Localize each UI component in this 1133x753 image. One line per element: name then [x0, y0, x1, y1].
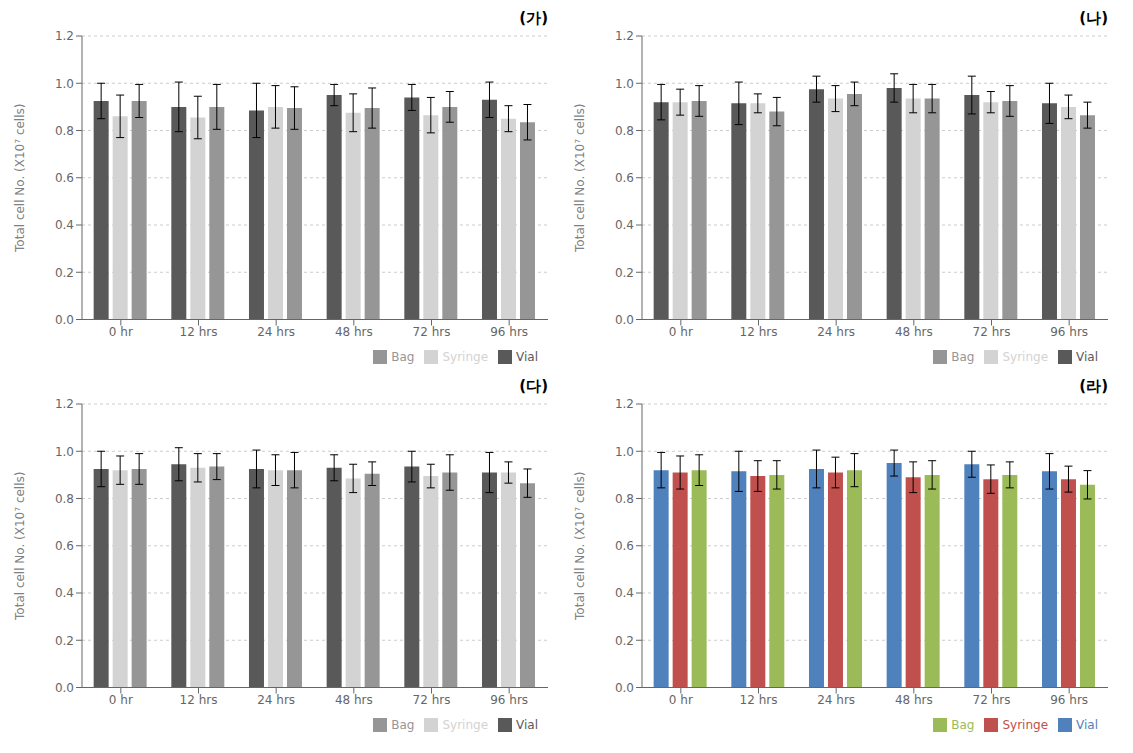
svg-text:72 hrs: 72 hrs: [973, 325, 1011, 339]
svg-text:12 hrs: 12 hrs: [180, 693, 218, 707]
html-text:Vial: Vial: [516, 717, 538, 732]
svg-text:1.0: 1.0: [615, 445, 634, 459]
svg-text:24 hrs: 24 hrs: [257, 693, 295, 707]
svg-text:0.0: 0.0: [615, 313, 634, 327]
svg-text:1.2: 1.2: [615, 29, 634, 43]
svg-text:0 hr: 0 hr: [109, 325, 133, 339]
svg-text:0.2: 0.2: [615, 634, 634, 648]
svg-text:0.4: 0.4: [615, 218, 634, 232]
svg-text:0.0: 0.0: [615, 681, 634, 695]
svg-text:12 hrs: 12 hrs: [740, 325, 778, 339]
svg-text:96 hrs: 96 hrs: [490, 693, 528, 707]
svg-text:12 hrs: 12 hrs: [740, 693, 778, 707]
svg-text:1.0: 1.0: [55, 77, 74, 91]
svg-text:1.0: 1.0: [615, 77, 634, 91]
svg-text:0.6: 0.6: [55, 171, 74, 185]
html-text:(나): (나): [1079, 9, 1108, 27]
html-text:Vial: Vial: [1076, 717, 1098, 732]
html-text:Syringe: Syringe: [1002, 349, 1048, 364]
svg-text:1.0: 1.0: [55, 445, 74, 459]
svg-text:0.4: 0.4: [55, 586, 74, 600]
svg-text:Total cell No. (X10⁷ cells): Total cell No. (X10⁷ cells): [573, 472, 587, 621]
svg-text:0.8: 0.8: [615, 124, 634, 138]
svg-text:0.0: 0.0: [55, 681, 74, 695]
svg-text:0.8: 0.8: [615, 492, 634, 506]
html-text:Bag: Bag: [391, 717, 415, 732]
svg-text:0.6: 0.6: [615, 539, 634, 553]
svg-text:0.8: 0.8: [55, 124, 74, 138]
svg-text:0.4: 0.4: [55, 218, 74, 232]
html-text:Syringe: Syringe: [442, 349, 488, 364]
svg-text:48 hrs: 48 hrs: [335, 325, 373, 339]
svg-text:Total cell No. (X10⁷ cells): Total cell No. (X10⁷ cells): [573, 104, 587, 253]
html-text:Vial: Vial: [1076, 349, 1098, 364]
svg-text:24 hrs: 24 hrs: [817, 693, 855, 707]
svg-text:48 hrs: 48 hrs: [895, 693, 933, 707]
svg-text:24 hrs: 24 hrs: [817, 325, 855, 339]
svg-text:24 hrs: 24 hrs: [257, 325, 295, 339]
svg-text:0.0: 0.0: [55, 313, 74, 327]
svg-text:72 hrs: 72 hrs: [413, 325, 451, 339]
svg-text:1.2: 1.2: [55, 397, 74, 411]
svg-text:0.2: 0.2: [55, 634, 74, 648]
svg-text:0.2: 0.2: [55, 266, 74, 280]
svg-text:48 hrs: 48 hrs: [335, 693, 373, 707]
svg-text:96 hrs: 96 hrs: [490, 325, 528, 339]
svg-text:0.6: 0.6: [615, 171, 634, 185]
svg-text:48 hrs: 48 hrs: [895, 325, 933, 339]
svg-text:72 hrs: 72 hrs: [413, 693, 451, 707]
html-text:(다): (다): [519, 377, 548, 395]
svg-text:Total cell No. (X10⁷ cells): Total cell No. (X10⁷ cells): [13, 472, 27, 621]
svg-text:0 hr: 0 hr: [109, 693, 133, 707]
html-text:Bag: Bag: [951, 349, 975, 364]
svg-text:96 hrs: 96 hrs: [1050, 693, 1088, 707]
html-text:Vial: Vial: [516, 349, 538, 364]
svg-text:1.2: 1.2: [615, 397, 634, 411]
svg-text:0.6: 0.6: [55, 539, 74, 553]
html-text:Syringe: Syringe: [1002, 717, 1048, 732]
html-text:Bag: Bag: [391, 349, 415, 364]
svg-text:0 hr: 0 hr: [669, 325, 693, 339]
svg-text:0.2: 0.2: [615, 266, 634, 280]
svg-text:0 hr: 0 hr: [669, 693, 693, 707]
svg-text:0.4: 0.4: [615, 586, 634, 600]
svg-text:1.2: 1.2: [55, 29, 74, 43]
svg-text:Total cell No. (X10⁷ cells): Total cell No. (X10⁷ cells): [13, 104, 27, 253]
html-text:Bag: Bag: [951, 717, 975, 732]
svg-text:0.8: 0.8: [55, 492, 74, 506]
html-text:(라): (라): [1079, 377, 1108, 395]
html-text:(가): (가): [519, 9, 548, 27]
svg-text:96 hrs: 96 hrs: [1050, 325, 1088, 339]
html-text:Syringe: Syringe: [442, 717, 488, 732]
svg-text:12 hrs: 12 hrs: [180, 325, 218, 339]
svg-text:72 hrs: 72 hrs: [973, 693, 1011, 707]
